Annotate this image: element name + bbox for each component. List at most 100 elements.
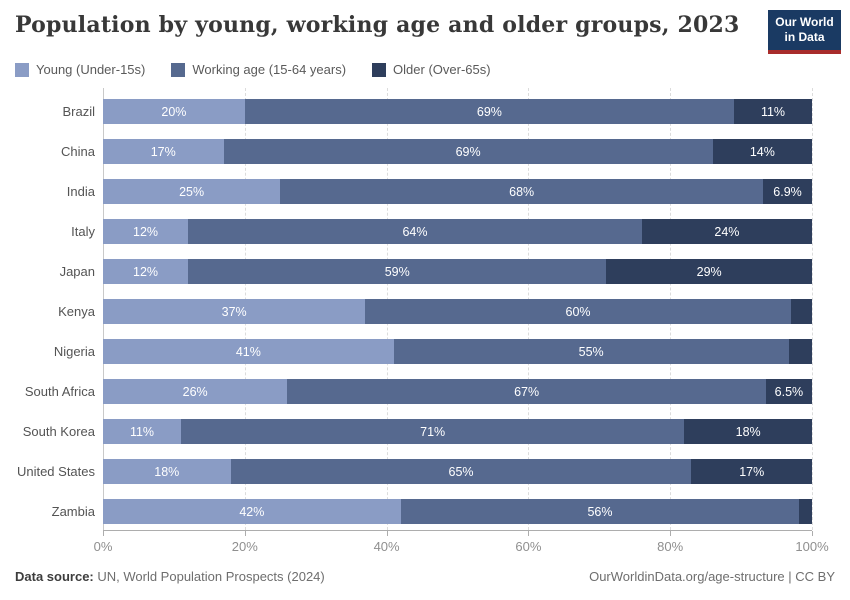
legend-label: Older (Over-65s) (393, 62, 491, 77)
bar-segment[interactable]: 20% (103, 99, 245, 124)
bar-value-label: 60% (565, 304, 591, 319)
axis-tick-label: 100% (795, 539, 829, 554)
x-axis: 0% 20% 40% 60% 80% 100% (94, 530, 829, 554)
owid-logo-line1: Our World (775, 15, 834, 29)
bar-segment[interactable]: 55% (393, 339, 789, 364)
bar-value-label: 56% (587, 504, 613, 519)
bar-value-label: 11% (129, 424, 155, 439)
bar-value-label: 55% (578, 344, 604, 359)
owid-logo-line2: in Data (784, 30, 825, 45)
bar-segment[interactable]: 68% (280, 179, 764, 204)
bar-segment[interactable]: 69% (223, 139, 713, 164)
owid-logo[interactable]: Our World in Data (768, 10, 841, 54)
bar-value-label: 17% (150, 144, 176, 159)
bar-segment[interactable]: 24% (641, 219, 812, 244)
bar-segment[interactable]: 17% (103, 139, 224, 164)
data-source-label: Data source: (15, 569, 94, 584)
bar-value-label: 18% (735, 424, 761, 439)
country-label: United States (16, 464, 95, 479)
legend-item-0[interactable]: Young (Under-15s) (15, 62, 145, 77)
country-label: China (61, 144, 95, 159)
bar-value-label: 20% (161, 104, 187, 119)
bar-segment[interactable]: 69% (244, 99, 734, 124)
country-label: Brazil (62, 104, 95, 119)
bar-value-label: 67% (514, 384, 540, 399)
bar-segment[interactable]: 41% (103, 339, 394, 364)
bar-value-label: 18% (154, 464, 180, 479)
bar-segment[interactable]: 18% (684, 419, 812, 444)
bar-segment[interactable]: 11% (103, 419, 181, 444)
stacked-bar[interactable]: 20% 69% 11% (103, 99, 812, 124)
bar-segment[interactable]: 12% (103, 219, 189, 244)
bar-segment[interactable]: 65% (230, 459, 692, 484)
bar-segment[interactable] (788, 339, 812, 364)
bar-value-label: 24% (714, 224, 740, 239)
legend-swatch-icon (372, 62, 387, 77)
bar-value-label: 11% (760, 104, 786, 119)
stacked-bar[interactable]: 12% 64% 24% (103, 219, 812, 244)
stacked-bar[interactable]: 42% 56% (103, 499, 812, 524)
legend: Young (Under-15s) Working age (15-64 year… (15, 62, 491, 77)
bar-segment[interactable] (799, 499, 812, 524)
bar-segment[interactable]: 17% (691, 459, 812, 484)
bar-value-label: 42% (239, 504, 265, 519)
bar-value-label: 12% (133, 224, 159, 239)
bar-row: Zambia 42% 56% (0, 499, 850, 524)
stacked-bar[interactable]: 12% 59% 29% (103, 259, 812, 284)
bar-segment[interactable]: 60% (365, 299, 791, 324)
credit-link[interactable]: OurWorldinData.org/age-structure | CC BY (589, 569, 835, 584)
bar-segment[interactable]: 26% (103, 379, 288, 404)
bar-segment[interactable]: 59% (188, 259, 607, 284)
country-label: Kenya (58, 304, 95, 319)
bar-value-label: 59% (384, 264, 410, 279)
bar-segment[interactable]: 56% (400, 499, 800, 524)
bar-segment[interactable]: 6.9% (763, 179, 812, 204)
country-label: Japan (59, 264, 95, 279)
bar-segment[interactable]: 67% (287, 379, 766, 404)
stacked-bar[interactable]: 26% 67% 6.5% (103, 379, 812, 404)
bar-segment[interactable]: 14% (712, 139, 812, 164)
legend-label: Working age (15-64 years) (192, 62, 347, 77)
axis-tick (670, 531, 672, 536)
bar-segment[interactable]: 25% (103, 179, 281, 204)
bar-segment[interactable]: 29% (606, 259, 812, 284)
bar-segment[interactable]: 12% (103, 259, 189, 284)
country-label: Nigeria (53, 344, 95, 359)
stacked-bar[interactable]: 11% 71% 18% (103, 419, 812, 444)
bar-row: Kenya 37% 60% (0, 299, 850, 324)
axis-tick-label: 0% (93, 539, 113, 554)
country-label: South Korea (22, 424, 95, 439)
bar-segment[interactable]: 64% (188, 219, 642, 244)
legend-swatch-icon (15, 62, 29, 77)
stacked-bar[interactable]: 25% 68% 6.9% (103, 179, 812, 204)
stacked-bar[interactable]: 17% 69% 14% (103, 139, 812, 164)
bar-value-label: 68% (509, 184, 535, 199)
bar-value-label: 29% (696, 264, 722, 279)
bar-segment[interactable]: 42% (103, 499, 401, 524)
bar-segment[interactable]: 71% (180, 419, 685, 444)
bar-value-label: 65% (448, 464, 474, 479)
bar-value-label: 14% (749, 144, 775, 159)
axis-tick (386, 531, 388, 536)
bar-segment[interactable]: 18% (103, 459, 231, 484)
legend-item-2[interactable]: Older (Over-65s) (372, 62, 491, 77)
bar-row: Italy 12% 64% 24% (0, 219, 850, 244)
bar-value-label: 6.9% (773, 184, 802, 199)
stacked-bar[interactable]: 37% 60% (103, 299, 812, 324)
bar-row: Japan 12% 59% 29% (0, 259, 850, 284)
bar-segment[interactable] (790, 299, 812, 324)
stacked-bar[interactable]: 18% 65% 17% (103, 459, 812, 484)
bar-segment[interactable]: 37% (103, 299, 366, 324)
bar-row: United States 18% 65% 17% (0, 459, 850, 484)
bar-row: South Korea 11% 71% 18% (0, 419, 850, 444)
bar-value-label: 26% (182, 384, 208, 399)
bar-value-label: 25% (179, 184, 205, 199)
bar-segment[interactable]: 11% (734, 99, 812, 124)
country-label: Zambia (51, 504, 95, 519)
bar-segment[interactable]: 6.5% (765, 379, 812, 404)
footer: Data source: UN, World Population Prospe… (15, 569, 835, 584)
data-source-text: UN, World Population Prospects (2024) (93, 569, 325, 584)
stacked-bar[interactable]: 41% 55% (103, 339, 812, 364)
legend-item-1[interactable]: Working age (15-64 years) (171, 62, 346, 77)
axis-tick (244, 531, 246, 536)
